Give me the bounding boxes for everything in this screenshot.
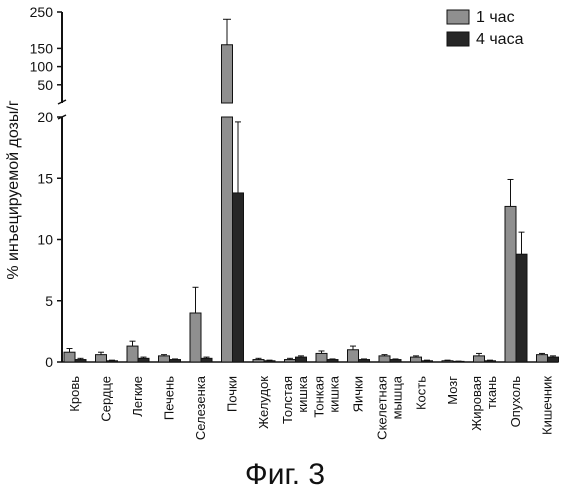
bar [505, 206, 516, 362]
bars [64, 19, 559, 362]
x-tick-label: Желудок [256, 376, 271, 429]
bar [138, 358, 149, 362]
y-tick-label: 10 [37, 232, 53, 248]
x-tick-label: Кишечник [540, 376, 555, 435]
figure-caption: Фиг. 3 [0, 458, 570, 492]
bar [474, 356, 485, 362]
bar [516, 254, 527, 362]
y-tick-label: 150 [30, 40, 54, 56]
x-tick-label: Сердце [99, 376, 114, 422]
x-tick-label: мышца [390, 375, 405, 419]
x-tick-label: Почки [225, 376, 240, 412]
bar [390, 360, 401, 362]
bar [127, 346, 138, 362]
bar [379, 356, 390, 362]
bar [64, 352, 75, 362]
x-tick-labels: Кровь Сердце Легкие Печень Селезенка Почки Жел… [67, 375, 555, 440]
bar [253, 360, 264, 362]
legend-swatch [447, 10, 469, 24]
bar [296, 357, 307, 362]
y-tick-label: 5 [45, 293, 53, 309]
x-tick-label: Мозг [445, 376, 460, 405]
bar [222, 117, 233, 362]
bar [170, 360, 181, 362]
bar [548, 357, 559, 362]
x-tick-label: ткань [484, 376, 499, 409]
bar [222, 45, 233, 103]
bar [359, 360, 370, 362]
y-axis-label: % инъецируемой дозы/г [5, 100, 22, 280]
y-tick-label: 250 [30, 4, 54, 20]
legend-label: 1 час [476, 9, 515, 26]
x-tick-label: Кость [414, 376, 429, 410]
bar [201, 358, 212, 362]
x-tick-label: Кровь [67, 376, 82, 412]
bar [264, 361, 275, 362]
bar [411, 357, 422, 362]
legend: 1 час 4 часа [447, 9, 524, 48]
x-tick-label: кишка [327, 375, 342, 412]
y-tick-label: 0 [45, 354, 53, 370]
x-tick-label: Яички [351, 376, 366, 412]
bar [233, 193, 244, 362]
bar [285, 360, 296, 362]
x-tick-label: Опухоль [508, 376, 523, 428]
x-tick-label: кишка [295, 375, 310, 412]
bar [316, 353, 327, 362]
x-tick-label: Печень [162, 376, 177, 420]
bar [75, 360, 86, 362]
bar [348, 350, 359, 362]
x-tick-label: Легкие [130, 376, 145, 417]
x-tick-label: Тонкая [312, 376, 327, 418]
bar [107, 361, 118, 362]
y-tick-label: 20 [37, 109, 53, 125]
y-tick-label: 100 [30, 59, 54, 75]
x-tick-label: Жировая [469, 376, 484, 431]
x-tick-label: Селезенка [193, 375, 208, 440]
bar [537, 355, 548, 362]
bar [159, 356, 170, 362]
bar [327, 360, 338, 362]
bar [442, 361, 453, 362]
bar [485, 361, 496, 362]
bar [422, 361, 433, 362]
legend-swatch [447, 32, 469, 46]
bar [190, 313, 201, 362]
y-tick-label: 15 [37, 170, 53, 186]
y-tick-label: 50 [37, 77, 53, 93]
bar [96, 355, 107, 362]
x-tick-label: Скелетная [375, 376, 390, 440]
axes: 0 5 10 15 20 50 100 150 250 [30, 4, 558, 370]
x-tick-label: Толстая [280, 376, 295, 424]
legend-label: 4 часа [476, 31, 524, 48]
